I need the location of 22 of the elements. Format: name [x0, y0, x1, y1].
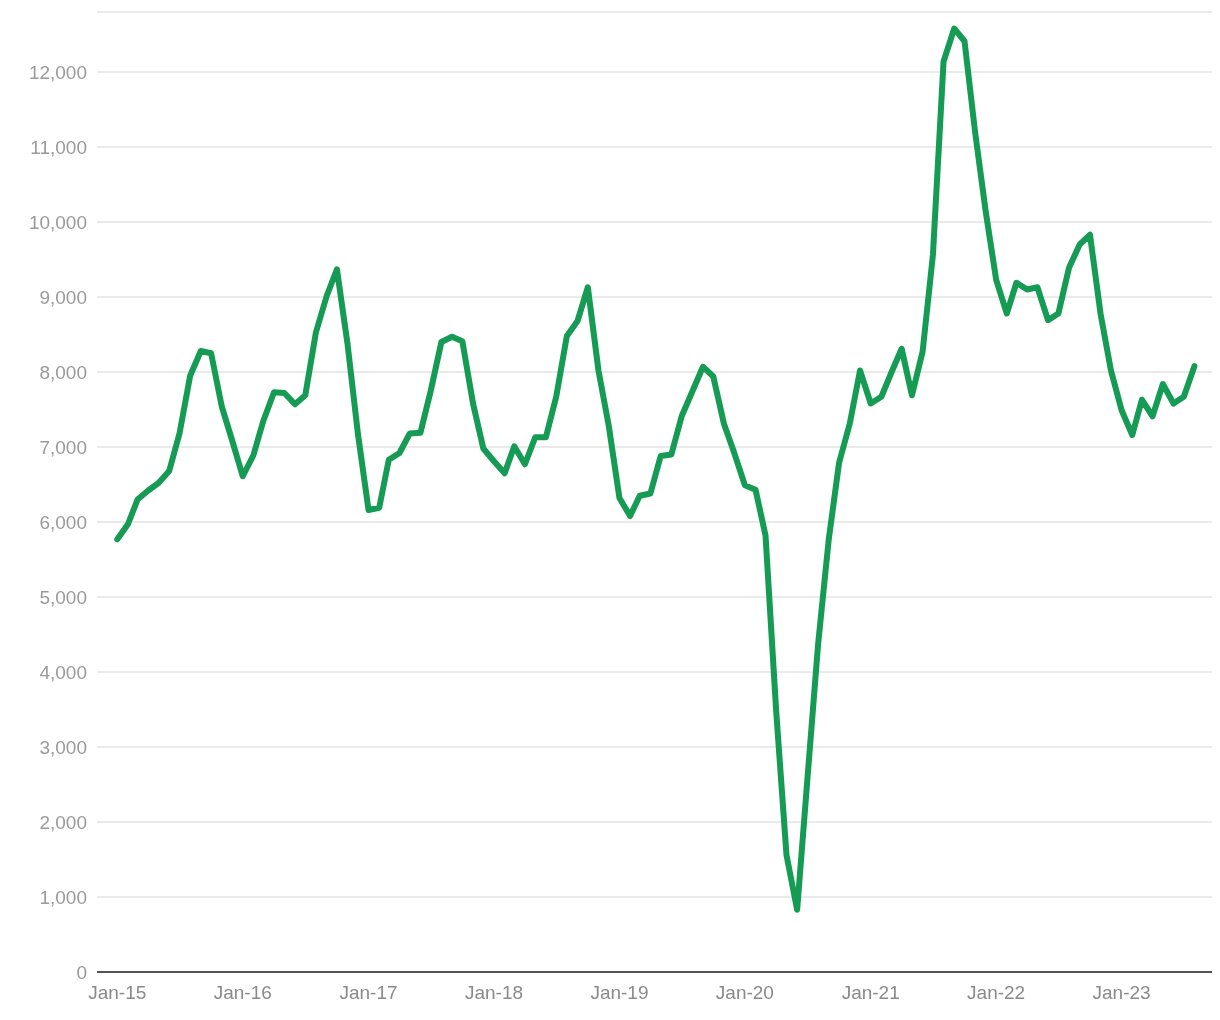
y-tick-label: 1,000 — [39, 886, 87, 908]
y-tick-label: 10,000 — [28, 211, 87, 233]
x-tick-label: Jan-23 — [1092, 982, 1151, 1004]
y-tick-label: 4,000 — [39, 661, 87, 683]
x-tick-label: Jan-19 — [590, 982, 649, 1004]
x-tick-label: Jan-18 — [464, 982, 524, 1004]
y-tick-label: 6,000 — [39, 511, 87, 533]
y-tick-label: 9,000 — [39, 286, 87, 308]
y-tick-label: 11,000 — [30, 136, 87, 158]
y-tick-label: 12,000 — [28, 61, 87, 83]
y-tick-label: 0 — [76, 961, 87, 983]
y-tick-label: 8,000 — [39, 361, 87, 383]
x-tick-label: Jan-21 — [841, 982, 900, 1004]
y-tick-label: 2,000 — [39, 811, 87, 833]
y-tick-label: 5,000 — [39, 586, 87, 608]
x-tick-label: Jan-17 — [339, 982, 398, 1004]
x-tick-label: Jan-16 — [213, 982, 272, 1004]
x-tick-label: Jan-20 — [715, 982, 774, 1004]
y-tick-label: 3,000 — [39, 736, 87, 758]
x-tick-label: Jan-15 — [88, 982, 147, 1004]
y-tick-label: 7,000 — [39, 436, 87, 458]
x-tick-label: Jan-22 — [967, 982, 1026, 1004]
